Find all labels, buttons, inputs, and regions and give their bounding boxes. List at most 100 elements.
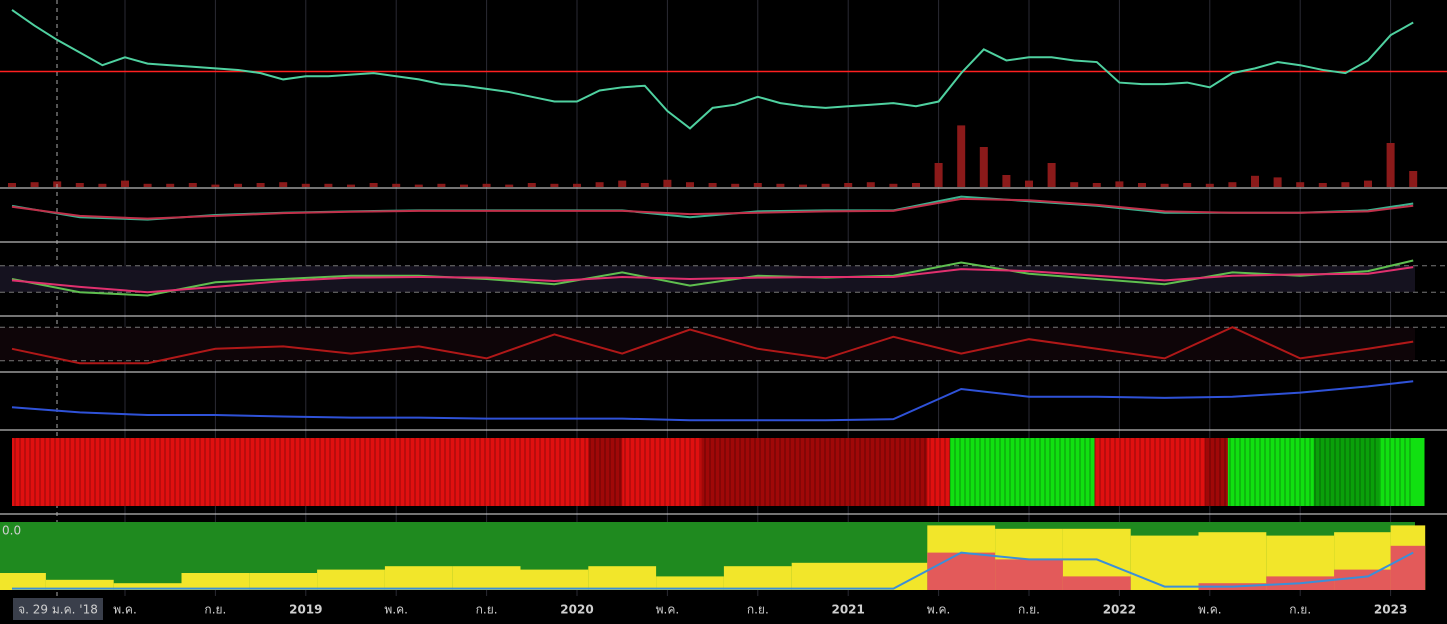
volume-bar <box>188 183 197 187</box>
overlay-bar <box>588 566 657 590</box>
volume-bar <box>460 184 468 187</box>
volume-bar <box>686 182 694 187</box>
overlay-bar <box>45 579 114 590</box>
x-tick-label: พ.ค. <box>1198 603 1222 617</box>
volume-bar <box>121 180 129 187</box>
x-tick-label: 2023 <box>1374 603 1407 617</box>
x-tick-label: ก.ย. <box>204 603 226 617</box>
price-line <box>11 9 1414 130</box>
volume-bar <box>708 183 717 187</box>
overlay-bar <box>384 566 453 590</box>
volume-bar <box>663 179 672 187</box>
volume-bar <box>979 147 988 187</box>
volume-bar <box>392 183 401 187</box>
panel-label: 0.0 <box>2 524 21 538</box>
band-fill <box>0 327 1415 361</box>
signal-band <box>588 438 623 506</box>
volume-bar <box>1002 175 1011 187</box>
volume-bar <box>1115 181 1124 187</box>
volume-bar <box>1341 182 1350 187</box>
overlay-bar <box>181 573 250 590</box>
volume-bar <box>482 183 491 187</box>
overlay-bar <box>791 562 860 590</box>
overlay-bar <box>1198 532 1267 590</box>
volume-bar <box>256 183 265 187</box>
volume-bar <box>1409 171 1418 187</box>
volume-bar <box>1364 180 1372 187</box>
overlay-bar <box>1062 576 1131 590</box>
x-tick-label: ก.ย. <box>1018 603 1040 617</box>
volume-bar <box>1025 180 1033 187</box>
volume-bar <box>1318 183 1327 187</box>
volume-bar <box>957 125 966 187</box>
x-tick-label: 2022 <box>1103 603 1136 617</box>
signal-band <box>1205 438 1228 506</box>
overlay-bar <box>113 583 182 590</box>
indicator-line <box>11 380 1414 422</box>
overlay-bar <box>1334 569 1391 590</box>
volume-bar <box>731 183 740 187</box>
x-tick-label: 2020 <box>560 603 593 617</box>
volume-bar <box>527 183 536 187</box>
overlay-bar <box>1390 545 1426 590</box>
volume-bar <box>1296 182 1305 187</box>
volume-bar <box>595 182 604 187</box>
overlay-line <box>12 551 1414 590</box>
volume-bar <box>618 180 627 187</box>
volume-bar <box>550 183 559 187</box>
volume-bar <box>776 183 785 187</box>
indicator-line <box>11 326 1414 365</box>
x-tick-label: พ.ค. <box>384 603 408 617</box>
volume-bar <box>301 183 310 187</box>
volume-bar <box>347 184 355 187</box>
volume-bar <box>30 182 39 187</box>
volume-bar <box>1047 163 1056 187</box>
volume-bar <box>8 183 16 187</box>
volume-bar <box>211 184 220 187</box>
overlay-bar <box>995 559 1063 590</box>
volume-bar <box>1138 183 1146 187</box>
volume-bar <box>573 183 581 187</box>
x-tick-label: พ.ค. <box>656 603 680 617</box>
x-tick-label: ก.ย. <box>747 603 769 617</box>
overlay-bar <box>520 569 589 590</box>
volume-bar <box>1205 183 1214 187</box>
overlay-bar <box>452 566 521 590</box>
volume-bar <box>889 183 898 187</box>
volume-bar <box>821 183 830 187</box>
volume-bar <box>753 183 762 187</box>
volume-bar <box>143 183 152 187</box>
volume-bar <box>414 184 423 187</box>
volume-bar <box>844 183 853 187</box>
indicator-line <box>11 197 1414 220</box>
signal-band <box>949 438 1095 506</box>
volume-bar <box>505 184 514 187</box>
x-tick-label: ก.ย. <box>476 603 498 617</box>
volume-bar <box>437 183 446 187</box>
volume-bar <box>1273 177 1282 187</box>
signal-band <box>701 438 928 506</box>
signal-band <box>1313 438 1380 506</box>
volume-bar <box>1070 182 1079 187</box>
volume-bar <box>75 183 84 187</box>
overlay-bar <box>249 573 318 590</box>
volume-bar <box>866 182 875 187</box>
x-tick-label: พ.ค. <box>927 603 951 617</box>
volume-bar <box>1386 143 1395 187</box>
volume-bar <box>166 183 175 187</box>
x-tick-label: ก.ย. <box>1289 603 1311 617</box>
volume-bar <box>934 163 943 187</box>
volume-bar <box>1183 183 1192 187</box>
overlay-bar <box>0 573 46 590</box>
x-tick-label: 2019 <box>289 603 322 617</box>
overlay-bar <box>723 566 792 590</box>
overlay-bar <box>656 576 724 590</box>
volume-bar <box>369 183 378 187</box>
overlay-bar <box>927 552 996 590</box>
x-tick-label: พ.ค. <box>113 603 137 617</box>
crosshair-label: จ. 29 ม.ค. '18 <box>18 603 98 617</box>
crosshair-label-box <box>13 598 103 620</box>
overlay-bar <box>1130 535 1199 590</box>
volume-bar <box>1092 183 1101 187</box>
